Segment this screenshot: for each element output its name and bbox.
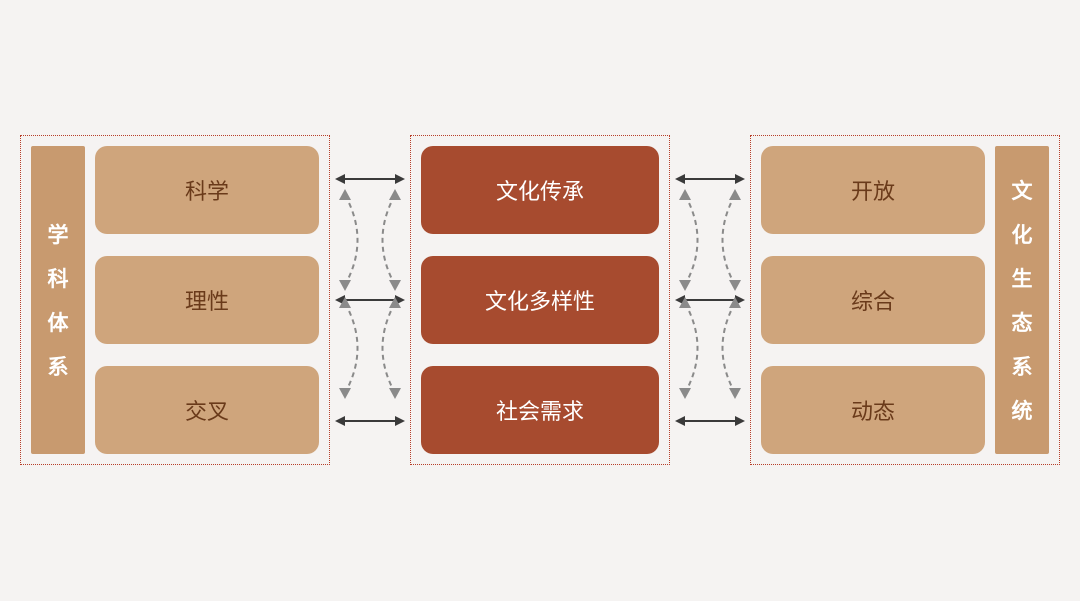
connector-gap-left bbox=[330, 135, 410, 465]
node: 文化多样性 bbox=[421, 256, 659, 344]
double-arrow-icon bbox=[675, 171, 745, 187]
panel-middle: 文化传承文化多样性社会需求 bbox=[410, 135, 670, 465]
double-arrow-icon bbox=[335, 413, 405, 429]
connector-solid bbox=[670, 169, 750, 189]
diagram-root: 学科体系 科学理性交叉 文化传承文化多样性社会需求 bbox=[20, 135, 1060, 465]
vertical-label-char: 学 bbox=[48, 219, 69, 249]
node: 社会需求 bbox=[421, 366, 659, 454]
node: 科学 bbox=[95, 146, 319, 234]
panel-right: 开放综合动态 文化生态系统 bbox=[750, 135, 1060, 465]
node: 综合 bbox=[761, 256, 985, 344]
middle-column: 文化传承文化多样性社会需求 bbox=[421, 146, 659, 454]
node: 文化传承 bbox=[421, 146, 659, 234]
node: 开放 bbox=[761, 146, 985, 234]
curved-dashed-arrow-icon bbox=[330, 185, 410, 295]
double-arrow-icon bbox=[675, 413, 745, 429]
connector-solid bbox=[330, 290, 410, 310]
vertical-label-char: 科 bbox=[48, 263, 69, 293]
connector-gap-right bbox=[670, 135, 750, 465]
vertical-label-char: 态 bbox=[1012, 307, 1033, 337]
vertical-label-char: 文 bbox=[1012, 175, 1033, 205]
right-column: 开放综合动态 bbox=[761, 146, 985, 454]
double-arrow-icon bbox=[675, 292, 745, 308]
vertical-label-char: 体 bbox=[48, 307, 69, 337]
node: 交叉 bbox=[95, 366, 319, 454]
node: 理性 bbox=[95, 256, 319, 344]
node: 动态 bbox=[761, 366, 985, 454]
panel-left: 学科体系 科学理性交叉 bbox=[20, 135, 330, 465]
connector-solid bbox=[330, 169, 410, 189]
vertical-label-char: 系 bbox=[1012, 351, 1033, 381]
vertical-label-char: 系 bbox=[48, 351, 69, 381]
vertical-label-char: 统 bbox=[1012, 395, 1033, 425]
left-column: 科学理性交叉 bbox=[95, 146, 319, 454]
connector-solid bbox=[670, 290, 750, 310]
right-vertical-label: 文化生态系统 bbox=[995, 146, 1049, 454]
curved-dashed-arrow-icon bbox=[670, 185, 750, 295]
left-vertical-label: 学科体系 bbox=[31, 146, 85, 454]
connector-solid bbox=[330, 411, 410, 431]
vertical-label-char: 生 bbox=[1012, 263, 1033, 293]
double-arrow-icon bbox=[335, 292, 405, 308]
vertical-label-char: 化 bbox=[1012, 219, 1033, 249]
connector-solid bbox=[670, 411, 750, 431]
double-arrow-icon bbox=[335, 171, 405, 187]
